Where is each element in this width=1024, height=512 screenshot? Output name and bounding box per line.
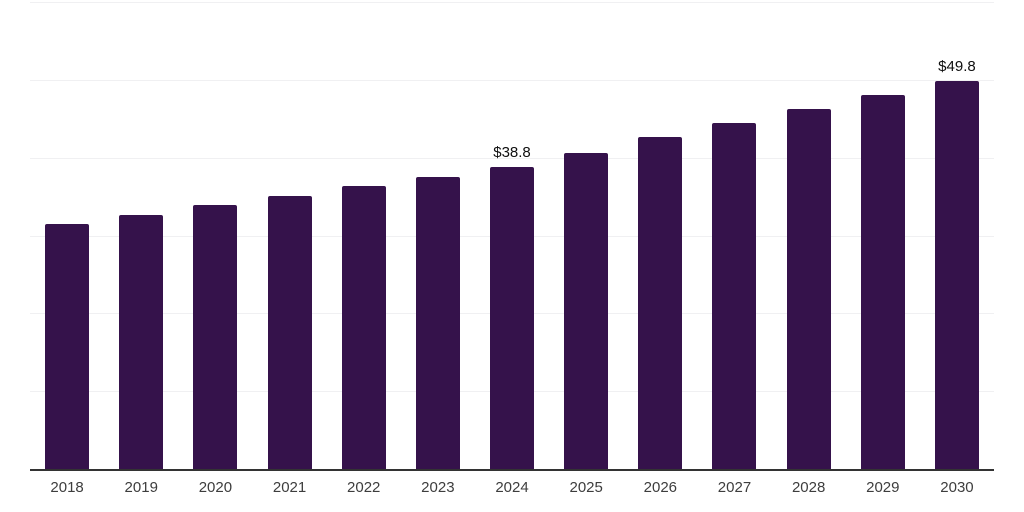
x-tick-label-2030: 2030 <box>940 479 974 496</box>
bar-slot <box>104 2 178 469</box>
x-tick-label-2020: 2020 <box>198 479 233 496</box>
gridline <box>30 79 994 81</box>
bar-2020[interactable] <box>193 205 238 469</box>
plot-area: $38.8 $49.8 <box>30 2 994 471</box>
bar-slot <box>549 2 623 469</box>
bar-slot: $49.8 <box>920 2 994 469</box>
gridline <box>30 157 994 159</box>
bars-row: $38.8 $49.8 <box>30 2 994 469</box>
bar-2018[interactable] <box>45 223 90 469</box>
x-axis-labels: 2018 2019 2020 2021 2022 2023 2024 2025 2026 2027… <box>30 479 994 496</box>
x-tick-label-2023: 2023 <box>421 479 455 496</box>
bar-2021[interactable] <box>267 195 312 469</box>
bar-2030[interactable] <box>934 81 979 469</box>
bar-slot <box>846 2 920 469</box>
bar-2019[interactable] <box>119 214 164 469</box>
bar-2027[interactable] <box>712 123 757 469</box>
bar-slot <box>697 2 771 469</box>
data-label-2024: $38.8 <box>493 144 531 162</box>
bar-slot <box>623 2 697 469</box>
x-tick-label-2027: 2027 <box>717 479 752 496</box>
bar-2023[interactable] <box>415 177 460 469</box>
x-tick-label-2028: 2028 <box>791 479 826 496</box>
gridline <box>30 2 994 3</box>
x-tick-label-2026: 2026 <box>643 479 678 496</box>
bar-slot <box>252 2 326 469</box>
x-tick-label-2029: 2029 <box>866 479 900 496</box>
x-tick-label-2021: 2021 <box>272 479 307 496</box>
x-tick-label-2025: 2025 <box>569 479 603 496</box>
bar-slot <box>772 2 846 469</box>
bar-2028[interactable] <box>786 109 831 469</box>
bar-slot <box>327 2 401 469</box>
x-tick-label-2022: 2022 <box>347 479 381 496</box>
data-label-2030: $49.8 <box>938 58 976 76</box>
bar-2025[interactable] <box>564 153 609 469</box>
bar-2026[interactable] <box>638 136 683 469</box>
x-tick-label-2018: 2018 <box>50 479 84 496</box>
bar-2022[interactable] <box>341 186 386 469</box>
x-tick-label-2019: 2019 <box>124 479 158 496</box>
bar-2024[interactable] <box>490 167 535 469</box>
bar-slot <box>401 2 475 469</box>
bar-slot <box>30 2 104 469</box>
bar-slot <box>178 2 252 469</box>
x-tick-label-2024: 2024 <box>495 479 529 496</box>
bar-slot: $38.8 <box>475 2 549 469</box>
bar-2029[interactable] <box>860 95 905 469</box>
